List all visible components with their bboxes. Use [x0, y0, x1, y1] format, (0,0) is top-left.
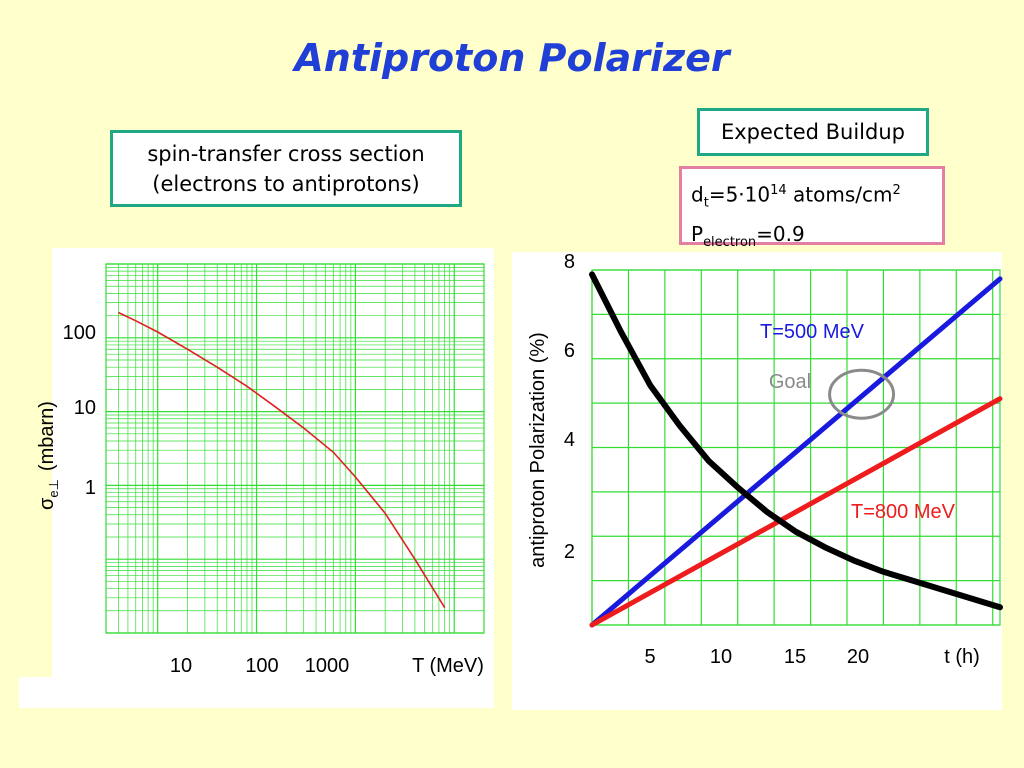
cross-section-caption-line2: (electrons to antiprotons) [152, 172, 420, 196]
cross-section-panel-notch [19, 248, 52, 677]
buildup-y-tick-label: 8 [564, 251, 575, 273]
goal-circle [828, 368, 896, 420]
cross-section-caption-line1: spin-transfer cross section [147, 142, 425, 166]
buildup-plot-frame [591, 269, 1001, 626]
buildup-y-axis-label: antiproton Polarization (%) [527, 332, 549, 568]
buildup-x-tick-label: 10 [710, 646, 732, 668]
decay-curve [589, 271, 1003, 611]
buildup-x-axis-label: t (h) [944, 646, 980, 668]
density-value: =5·10 [708, 182, 771, 207]
sigma-plot-frame [105, 263, 485, 634]
density-symbol: d [691, 182, 704, 207]
sigma-y-tick-label: 1 [85, 477, 96, 499]
page-title: Antiproton Polarizer [294, 36, 730, 80]
sigma-x-tick-label: 100 [245, 655, 278, 677]
buildup-y-tick-label: 4 [564, 429, 575, 451]
expected-buildup-label: Expected Buildup [720, 120, 905, 144]
density-exponent: 14 [770, 183, 787, 198]
buildup-x-tick-label: 15 [784, 646, 806, 668]
buildup-y-tick-label: 2 [564, 541, 575, 563]
sigma-x-tick-label: 10 [170, 655, 192, 677]
polarization-subscript: electron [703, 234, 757, 250]
polarization-symbol: P [691, 221, 704, 246]
density-unit-exponent: 2 [892, 183, 901, 198]
buildup-x-tick-label: 5 [644, 646, 655, 668]
polarization-value: =0.9 [756, 221, 805, 246]
t500-line [589, 276, 1003, 628]
sigma-x-axis-label: T (MeV) [412, 655, 484, 677]
density-subscript: t [703, 195, 709, 211]
sigma-y-axis-label: σe⊥(mbarn) [36, 401, 61, 510]
cross-section-caption-box: spin-transfer cross section (electrons t… [110, 130, 462, 207]
buildup-y-tick-label: 6 [564, 340, 575, 362]
goal-label: Goal [769, 371, 811, 393]
sigma-y-tick-label: 100 [63, 322, 96, 344]
sigma-y-tick-label: 10 [74, 397, 96, 419]
parameters-box: dt=5·1014 atoms/cm2 Pelectron=0.9 [679, 166, 945, 250]
electron-polarization-line: Pelectron=0.9 [691, 219, 942, 258]
t800-line [589, 396, 1003, 628]
t800-label: T=800 MeV [851, 501, 956, 523]
cross-section-panel-corner [19, 677, 52, 708]
expected-buildup-box: Expected Buildup [697, 108, 929, 156]
target-density-line: dt=5·1014 atoms/cm2 [691, 176, 942, 219]
density-unit: atoms/cm [786, 182, 893, 207]
buildup-x-tick-label: 20 [847, 646, 869, 668]
sigma-x-tick-label: 1000 [305, 655, 350, 677]
t500-label: T=500 MeV [760, 321, 865, 343]
sigma-curve [118, 311, 446, 609]
